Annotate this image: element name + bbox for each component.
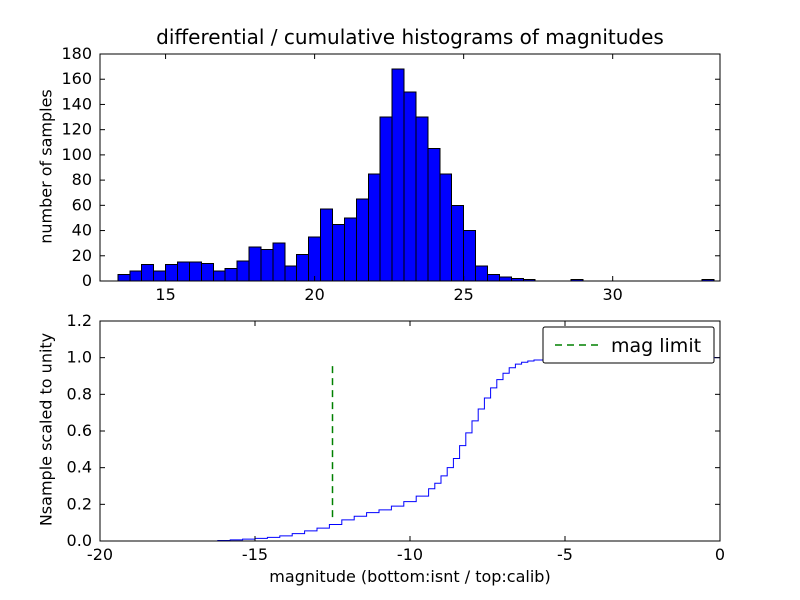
top-plot-xtick-label: 25 bbox=[453, 285, 473, 304]
bottom-plot-ytick-label: 0.6 bbox=[67, 421, 92, 440]
histogram-bar bbox=[153, 270, 167, 282]
histogram-bar bbox=[248, 246, 262, 282]
histogram-bar bbox=[367, 173, 381, 282]
top-plot-ytick-label: 80 bbox=[72, 170, 92, 189]
chart-title: differential / cumulative histograms of … bbox=[156, 25, 664, 49]
histogram-bar bbox=[117, 274, 131, 282]
histogram-bar bbox=[224, 267, 238, 282]
bottom-plot-xtick-label: 0 bbox=[715, 545, 725, 564]
histogram-bar bbox=[379, 116, 393, 282]
histogram-bar bbox=[165, 264, 178, 282]
bottom-plot-xtick-label: -5 bbox=[557, 545, 573, 564]
histogram-bar bbox=[463, 230, 477, 282]
histogram-bar bbox=[403, 91, 417, 282]
top-plot-xtick-label: 20 bbox=[304, 285, 324, 304]
histogram-bar bbox=[355, 198, 369, 282]
histogram-bar bbox=[498, 276, 512, 282]
bottom-plot-ytick-label: 0.2 bbox=[67, 494, 92, 513]
histogram-bar bbox=[439, 173, 453, 282]
bottom-plot-xtick-label: -15 bbox=[242, 545, 268, 564]
top-plot-ytick-label: 60 bbox=[72, 195, 92, 214]
bottom-plot-ytick-label: 0.4 bbox=[67, 458, 92, 477]
bottom-plot-ytick-label: 1.0 bbox=[67, 348, 92, 367]
top-plot-frame bbox=[99, 53, 721, 282]
histogram-bar bbox=[451, 204, 465, 282]
x-axis-label: magnitude (bottom:isnt / top:calib) bbox=[269, 567, 551, 586]
histogram-bar bbox=[212, 270, 226, 282]
histogram-bar bbox=[236, 260, 250, 282]
histogram-bar bbox=[200, 262, 214, 282]
top-plot-xtick-label: 30 bbox=[603, 285, 623, 304]
top-plot-xtick-label: 15 bbox=[155, 285, 175, 304]
histogram-bar bbox=[332, 223, 345, 282]
histogram-bar bbox=[475, 265, 489, 282]
histogram-bar bbox=[188, 261, 202, 282]
histogram-bar bbox=[129, 270, 143, 282]
bottom-plot-ytick-label: 1.2 bbox=[67, 311, 92, 330]
top-plot-ytick-label: 140 bbox=[61, 94, 92, 113]
top-plot-ytick-label: 100 bbox=[61, 145, 92, 164]
top-plot-ytick-label: 160 bbox=[61, 69, 92, 88]
histogram-bar bbox=[308, 236, 322, 282]
histogram-bar bbox=[284, 265, 298, 282]
histogram-bar bbox=[296, 254, 310, 282]
top-plot-ytick-label: 0 bbox=[82, 271, 92, 290]
top-plot-ytick-label: 20 bbox=[72, 246, 92, 265]
legend-label: mag limit bbox=[611, 335, 701, 357]
bottom-plot-xtick-label: -10 bbox=[397, 545, 423, 564]
histogram-bar bbox=[487, 274, 500, 282]
histogram-bar bbox=[272, 242, 286, 282]
histogram-bar bbox=[415, 116, 429, 282]
top-plot-ytick-label: 40 bbox=[72, 221, 92, 240]
legend-box bbox=[542, 326, 715, 364]
bottom-plot-ytick-label: 0.0 bbox=[67, 531, 92, 550]
histogram-bar bbox=[343, 217, 357, 282]
histogram-bar bbox=[177, 261, 190, 282]
histogram-bar bbox=[141, 264, 155, 282]
histogram-bar bbox=[391, 68, 405, 282]
top-plot-ytick-label: 180 bbox=[61, 44, 92, 63]
top-y-axis-label: number of samples bbox=[36, 89, 56, 244]
histogram-bar bbox=[260, 248, 274, 282]
histogram-bar bbox=[427, 148, 441, 282]
histogram-bar bbox=[320, 208, 334, 282]
bottom-y-axis-label: Nsample scaled to unity bbox=[36, 332, 56, 527]
bottom-plot-ytick-label: 0.8 bbox=[67, 384, 92, 403]
top-plot-ytick-label: 120 bbox=[61, 120, 92, 139]
bottom-plot-xtick-label: -20 bbox=[87, 545, 113, 564]
